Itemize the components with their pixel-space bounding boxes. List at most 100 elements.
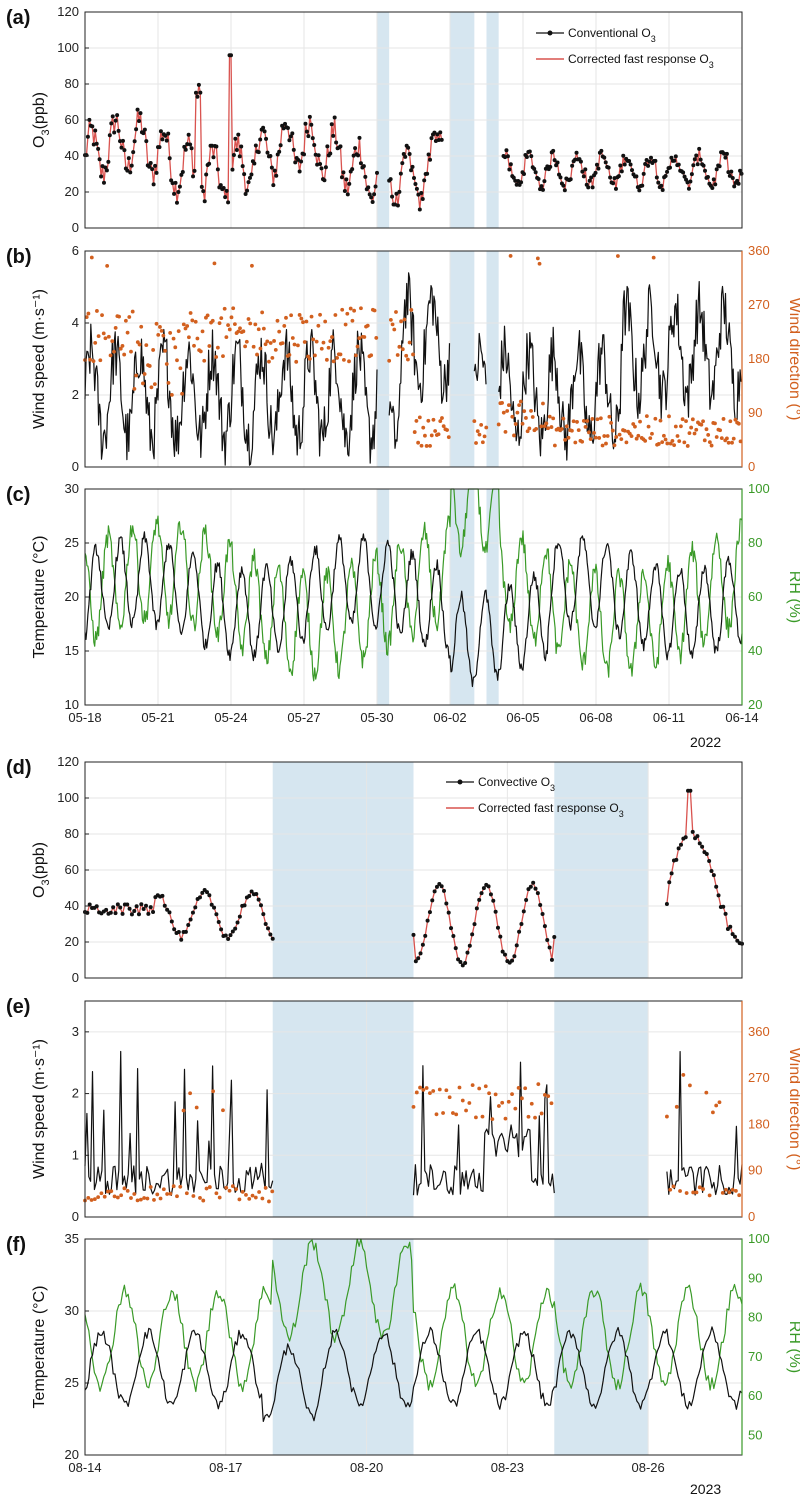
wind-direction-point-e xyxy=(529,1101,534,1106)
o3-marker-d xyxy=(420,942,425,947)
wind-direction-point-b xyxy=(501,410,506,415)
ytick-label-a: 80 xyxy=(65,76,79,91)
wind-direction-point-b xyxy=(101,331,106,336)
wind-direction-point-b xyxy=(475,429,480,434)
wind-direction-point-b xyxy=(210,318,215,323)
wind-direction-point-b xyxy=(624,440,629,445)
legend-text-d: Corrected fast response O xyxy=(478,801,619,815)
o3-marker-a xyxy=(574,150,579,155)
ytick-label-d: 80 xyxy=(65,826,79,841)
wind-direction-point-b xyxy=(673,424,678,429)
o3-marker-a xyxy=(211,155,216,160)
o3-marker-d xyxy=(711,873,716,878)
wind-direction-point-b xyxy=(438,419,443,424)
o3-marker-a xyxy=(727,173,732,178)
o3-marker-d xyxy=(667,880,672,885)
o3-marker-a xyxy=(185,142,190,147)
o3-marker-a xyxy=(439,137,444,142)
o3-marker-a xyxy=(548,164,553,169)
ytick-label-e: 1 xyxy=(72,1147,79,1162)
ytick-label-b: 6 xyxy=(72,243,79,258)
o3-marker-a xyxy=(622,162,627,167)
o3-marker-a xyxy=(634,174,639,179)
o3-marker-a xyxy=(511,175,516,180)
wind-direction-point-b xyxy=(96,334,101,339)
ylabel-f: Temperature (°C) xyxy=(31,1286,48,1409)
wind-direction-point-b xyxy=(342,357,346,362)
o3-marker-a xyxy=(264,136,269,141)
wind-direction-point-e xyxy=(694,1190,699,1195)
axes xyxy=(84,11,743,1456)
wind-direction-point-e xyxy=(165,1192,170,1196)
ytick-label-d: 0 xyxy=(72,970,79,985)
wind-direction-point-b xyxy=(602,434,607,438)
o3-marker-d xyxy=(425,918,430,923)
wind-direction-point-b xyxy=(243,344,248,349)
wind-direction-point-b xyxy=(231,306,236,311)
ytick-label-e: 2 xyxy=(72,1086,79,1101)
wind-direction-point-e xyxy=(539,1111,544,1116)
wind-direction-point-e xyxy=(490,1117,495,1122)
o3-marker-a xyxy=(398,171,403,176)
o3-marker-d xyxy=(169,919,174,924)
wind-direction-point-b xyxy=(388,317,393,322)
o3-marker-d xyxy=(226,937,231,942)
wind-direction-point-b xyxy=(260,310,265,315)
wind-direction-point-b xyxy=(718,428,722,433)
xtick-label-c: 05-24 xyxy=(214,710,247,725)
wind-direction-point-b xyxy=(110,339,115,344)
o3-marker-d xyxy=(141,906,146,911)
wind-direction-point-b xyxy=(392,327,397,332)
wind-direction-point-b xyxy=(563,437,567,442)
o3-marker-d xyxy=(728,924,733,929)
o3-marker-a xyxy=(606,165,611,170)
o3-marker-a xyxy=(621,153,626,158)
wind-direction-point-b xyxy=(304,319,309,324)
o3-marker-d xyxy=(730,932,735,937)
o3-marker-a xyxy=(413,181,418,186)
wind-direction-point-b xyxy=(357,336,362,341)
wind-direction-point-b xyxy=(93,340,98,345)
wind-direction-point-b xyxy=(651,255,656,260)
series-wind-speed-e xyxy=(412,1061,555,1196)
wind-direction-point-e xyxy=(681,1073,686,1077)
wind-direction-point-b xyxy=(480,440,485,445)
wind-direction-point-b xyxy=(571,419,576,424)
wind-direction-point-b xyxy=(219,316,224,321)
o3-marker-a xyxy=(721,151,726,156)
series-wind-speed-b xyxy=(84,323,378,466)
wind-direction-point-b xyxy=(585,419,590,423)
wind-direction-point-e xyxy=(470,1083,475,1088)
legend-label-d-1: Corrected fast response O3 xyxy=(478,801,624,819)
wind-direction-point-b xyxy=(169,392,174,397)
o3-marker-d xyxy=(512,954,517,959)
wind-direction-point-b xyxy=(725,436,729,441)
o3-marker-d xyxy=(256,897,261,902)
o3-marker-a xyxy=(646,163,651,168)
wind-direction-point-e xyxy=(717,1100,722,1105)
o3-marker-a xyxy=(215,167,220,172)
o3-marker-d xyxy=(125,902,130,907)
wind-direction-point-b xyxy=(650,431,654,436)
o3-marker-a xyxy=(271,183,276,188)
wind-direction-point-e xyxy=(125,1188,130,1193)
o3-marker-d xyxy=(148,905,153,910)
y2label-e: Wind direction (°) xyxy=(786,1048,800,1171)
wind-direction-point-b xyxy=(309,314,314,319)
o3-marker-a xyxy=(358,161,363,166)
xtick-label-f: 08-14 xyxy=(68,1460,101,1475)
wind-direction-point-e xyxy=(145,1196,150,1201)
wind-direction-point-b xyxy=(446,435,451,440)
o3-marker-a xyxy=(239,144,244,149)
wind-direction-point-e xyxy=(730,1187,735,1192)
o3-marker-a xyxy=(410,164,415,169)
o3-marker-d xyxy=(695,834,700,839)
wind-direction-point-e xyxy=(135,1198,140,1203)
xtick-label-c: 06-11 xyxy=(653,710,685,725)
o3-marker-a xyxy=(120,138,125,143)
o3-marker-d xyxy=(531,880,536,885)
o3-marker-a xyxy=(306,134,311,139)
wind-direction-point-e xyxy=(244,1192,248,1197)
o3-marker-a xyxy=(285,125,290,130)
wind-direction-point-e xyxy=(464,1108,468,1113)
